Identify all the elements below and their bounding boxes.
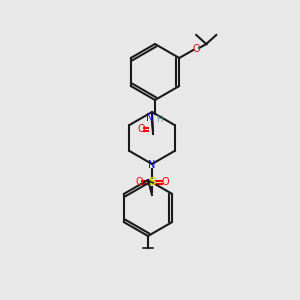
Text: O: O — [135, 177, 143, 187]
Text: O: O — [137, 124, 145, 134]
Text: S: S — [148, 177, 156, 187]
Text: O: O — [192, 44, 200, 54]
Text: O: O — [161, 177, 169, 187]
Text: H: H — [156, 115, 162, 124]
Text: N: N — [146, 113, 154, 123]
Text: N: N — [148, 160, 156, 170]
